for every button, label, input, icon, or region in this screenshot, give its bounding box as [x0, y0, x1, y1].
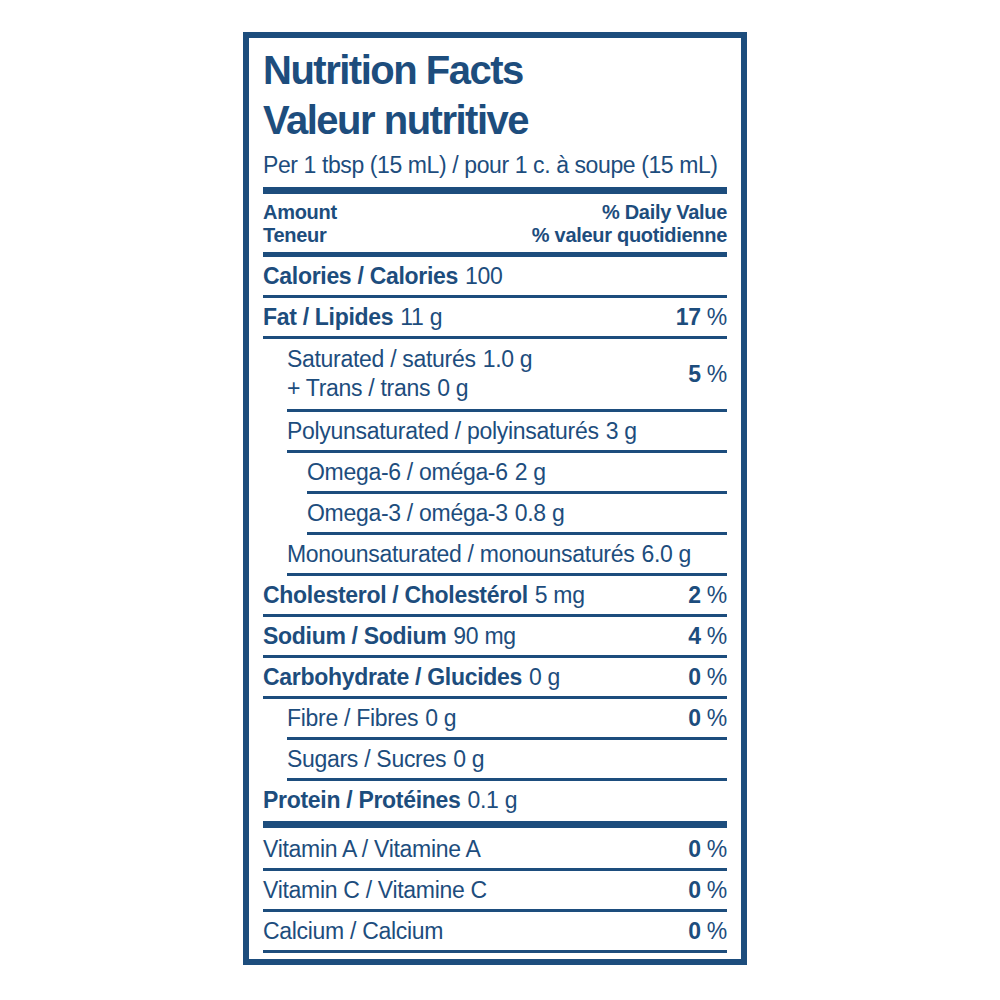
daily-value: 0%	[688, 664, 727, 690]
nutrient-amount: 1.0 g	[483, 346, 533, 372]
percent-sign: %	[707, 361, 727, 387]
percent-sign: %	[707, 582, 727, 608]
percent-sign: %	[707, 304, 727, 330]
daily-value: 5%	[688, 361, 727, 387]
nutrient-name: Fat / Lipides	[263, 304, 393, 330]
nutrient-name: Omega-6 / oméga-6	[307, 459, 508, 485]
nutrient-amount: 6.0 g	[641, 541, 691, 567]
section-divider-thick	[263, 821, 727, 828]
row-omega6: Omega-6 / oméga-6 2 g	[263, 453, 727, 491]
daily-value: 17%	[676, 304, 727, 330]
daily-value: 0%	[688, 918, 727, 944]
percent-sign: %	[707, 877, 727, 903]
nutrient-name: Fibre / Fibres	[287, 705, 418, 731]
daily-value-header: % Daily Value % valeur quotidienne	[532, 201, 727, 247]
nutrient-amount: 100	[465, 263, 502, 289]
percent-sign: %	[707, 623, 727, 649]
nutrient-name: Omega-3 / oméga-3	[307, 500, 508, 526]
row-sugars: Sugars / Sucres 0 g	[263, 740, 727, 778]
nutrient-name: Calcium / Calcium	[263, 918, 443, 944]
nutrient-name: Iron / Fer	[263, 959, 353, 965]
row-iron: Iron / Fer 0%	[263, 953, 727, 965]
screenshot-background: Nutrition Facts Valeur nutritive Per 1 t…	[0, 0, 1000, 1000]
daily-value: 0%	[688, 959, 727, 965]
nutrient-name: Sugars / Sucres	[287, 746, 446, 772]
row-monounsaturated: Monounsaturated / monounsaturés 6.0 g	[263, 535, 727, 573]
row-fibre: Fibre / Fibres 0 g 0%	[263, 699, 727, 737]
nutrient-amount: 11 g	[400, 304, 442, 330]
percent-sign: %	[707, 705, 727, 731]
nutrient-name: Cholesterol / Cholestérol	[263, 582, 528, 608]
row-saturated-trans: Saturated / saturés1.0 g + Trans / trans…	[263, 339, 727, 409]
trans-line: + Trans / trans0 g	[287, 374, 532, 403]
row-carbohydrate: Carbohydrate / Glucides 0 g 0%	[263, 658, 727, 696]
daily-value: 0%	[688, 836, 727, 862]
column-headers: Amount Teneur % Daily Value % valeur quo…	[263, 201, 727, 247]
row-vitamin-a: Vitamin A / Vitamine A 0%	[263, 830, 727, 868]
percent-sign: %	[707, 959, 727, 965]
nutrient-amount: 5 mg	[535, 582, 585, 608]
nutrient-amount: 90 mg	[453, 623, 515, 649]
nutrient-amount: 0.1 g	[468, 787, 518, 813]
row-omega3: Omega-3 / oméga-3 0.8 g	[263, 494, 727, 532]
nutrient-name: Sodium / Sodium	[263, 623, 446, 649]
nutrient-name: Protein / Protéines	[263, 787, 461, 813]
daily-value: 4%	[688, 623, 727, 649]
nutrient-amount: 3 g	[606, 418, 637, 444]
nutrient-name: Polyunsaturated / polyinsaturés	[287, 418, 599, 444]
row-polyunsaturated: Polyunsaturated / polyinsaturés 3 g	[263, 412, 727, 450]
nutrient-amount: 0.8 g	[515, 500, 565, 526]
nutrient-amount: 0 g	[437, 375, 468, 401]
amount-header-en: Amount	[263, 201, 337, 224]
row-sodium: Sodium / Sodium 90 mg 4%	[263, 617, 727, 655]
percent-sign: %	[707, 664, 727, 690]
section-divider-thick	[263, 187, 727, 194]
nutrient-amount: 0 g	[425, 705, 456, 731]
row-protein: Protein / Protéines 0.1 g	[263, 781, 727, 819]
daily-value: 0%	[688, 705, 727, 731]
nutrient-name: Vitamin C / Vitamine C	[263, 877, 487, 903]
nutrition-facts-label: Nutrition Facts Valeur nutritive Per 1 t…	[243, 32, 747, 965]
row-calcium: Calcium / Calcium 0%	[263, 912, 727, 950]
percent-sign: %	[707, 836, 727, 862]
amount-header-fr: Teneur	[263, 224, 337, 247]
row-vitamin-c: Vitamin C / Vitamine C 0%	[263, 871, 727, 909]
daily-value: 2%	[688, 582, 727, 608]
serving-size: Per 1 tbsp (15 mL) / pour 1 c. à soupe (…	[263, 152, 727, 178]
nutrient-name: Vitamin A / Vitamine A	[263, 836, 481, 862]
nutrient-amount: 0 g	[529, 664, 560, 690]
amount-header: Amount Teneur	[263, 201, 337, 247]
nutrient-name: Saturated / saturés1.0 g + Trans / trans…	[287, 345, 532, 403]
title-english: Nutrition Facts	[263, 47, 727, 94]
row-fat: Fat / Lipides 11 g 17%	[263, 298, 727, 336]
title-french: Valeur nutritive	[263, 97, 727, 144]
daily-value: 0%	[688, 877, 727, 903]
nutrient-name: Monounsaturated / monounsaturés	[287, 541, 634, 567]
nutrient-name: Carbohydrate / Glucides	[263, 664, 522, 690]
daily-value-header-en: % Daily Value	[532, 201, 727, 224]
row-cholesterol: Cholesterol / Cholestérol 5 mg 2%	[263, 576, 727, 614]
nutrient-name: Calories / Calories	[263, 263, 458, 289]
nutrient-amount: 0 g	[453, 746, 484, 772]
nutrient-amount: 2 g	[515, 459, 546, 485]
percent-sign: %	[707, 918, 727, 944]
saturated-line: Saturated / saturés1.0 g	[287, 345, 532, 374]
daily-value-header-fr: % valeur quotidienne	[532, 224, 727, 247]
row-calories: Calories / Calories 100	[263, 257, 727, 295]
